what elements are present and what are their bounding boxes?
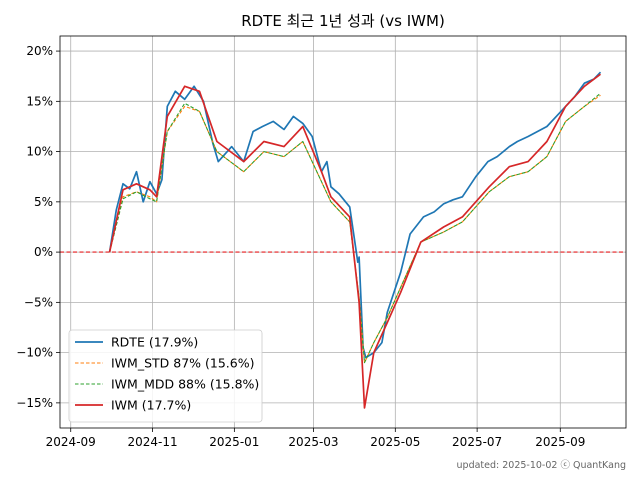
legend-box [68, 329, 263, 423]
y-tick-label: 20% [26, 44, 53, 58]
y-tick-label: −5% [24, 295, 53, 309]
x-tick-label: 2025-03 [288, 435, 338, 449]
chart-title: RDTE 최근 1년 성과 (vs IWM) [241, 12, 445, 30]
y-tick-label: −15% [16, 396, 53, 410]
series-line-1 [109, 94, 601, 364]
x-axis-ticks: 2024-09 2024-11 2025-01 2025-03 2025-05 2025-… [46, 428, 585, 449]
series-line-2 [109, 92, 601, 364]
legend: RDTE (17.9%) IWM_STD 87% (15.6%) IWM_MDD 8… [68, 329, 263, 423]
x-tick-label: 2025-09 [535, 435, 585, 449]
x-tick-label: 2025-07 [452, 435, 502, 449]
x-tick-label: 2024-09 [46, 435, 96, 449]
y-tick-label: 10% [26, 145, 53, 159]
legend-label: IWM (17.7%) [111, 398, 191, 413]
series-line-3 [108, 73, 602, 409]
y-tick-label: 15% [26, 94, 53, 108]
x-tick-label: 2025-01 [209, 435, 259, 449]
grid [60, 36, 626, 428]
y-axis-ticks: −15% −10% −5% 0% 5% 10% 15% 20% [16, 44, 60, 410]
y-tick-label: 0% [34, 245, 53, 259]
legend-label: IWM_STD 87% (15.6%) [111, 356, 254, 371]
x-tick-label: 2024-11 [127, 435, 177, 449]
series-line-0 [108, 71, 602, 359]
footer-credit: updated: 2025-10-02 ⓒ QuantKang [457, 460, 626, 471]
series-layer [108, 71, 602, 409]
plot-frame [59, 35, 627, 429]
legend-label: IWM_MDD 88% (15.8%) [111, 377, 259, 392]
y-tick-label: 5% [34, 195, 53, 209]
x-tick-label: 2025-05 [370, 435, 420, 449]
y-tick-label: −10% [16, 346, 53, 360]
legend-label: RDTE (17.9%) [111, 335, 198, 350]
